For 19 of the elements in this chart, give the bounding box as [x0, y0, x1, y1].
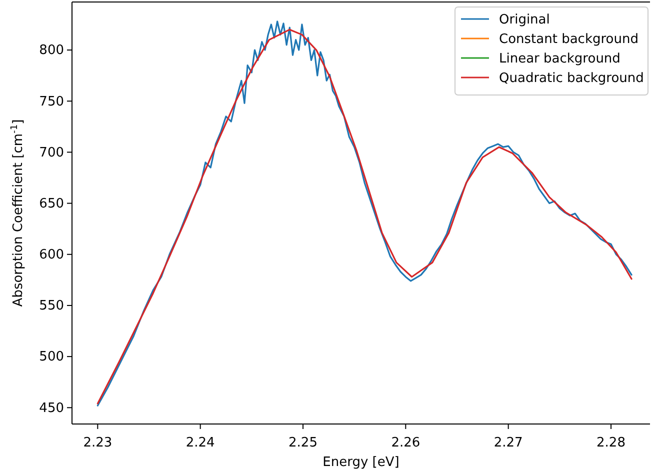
legend-label: Constant background	[499, 32, 638, 47]
x-axis-title: Energy [eV]	[322, 455, 400, 470]
legend-label: Linear background	[499, 52, 620, 66]
legend-label: Quadratic background	[499, 71, 644, 86]
x-tick-label: 2.25	[288, 435, 318, 450]
y-tick-label: 600	[39, 248, 64, 263]
y-tick-label: 450	[39, 400, 64, 416]
y-tick-label: 700	[39, 145, 64, 160]
y-tick-label: 750	[39, 94, 64, 110]
y-tick-label: 650	[39, 196, 64, 212]
legend-label: Original	[499, 12, 550, 28]
y-tick-label: 500	[39, 350, 64, 365]
x-tick-label: 2.23	[83, 435, 112, 450]
y-tick-label: 550	[39, 298, 64, 314]
y-tick-label: 800	[39, 43, 64, 58]
x-tick-label: 2.28	[596, 435, 626, 450]
x-tick-label: 2.26	[391, 435, 420, 450]
x-tick-label: 2.24	[186, 435, 215, 450]
x-tick-label: 2.27	[494, 435, 523, 450]
